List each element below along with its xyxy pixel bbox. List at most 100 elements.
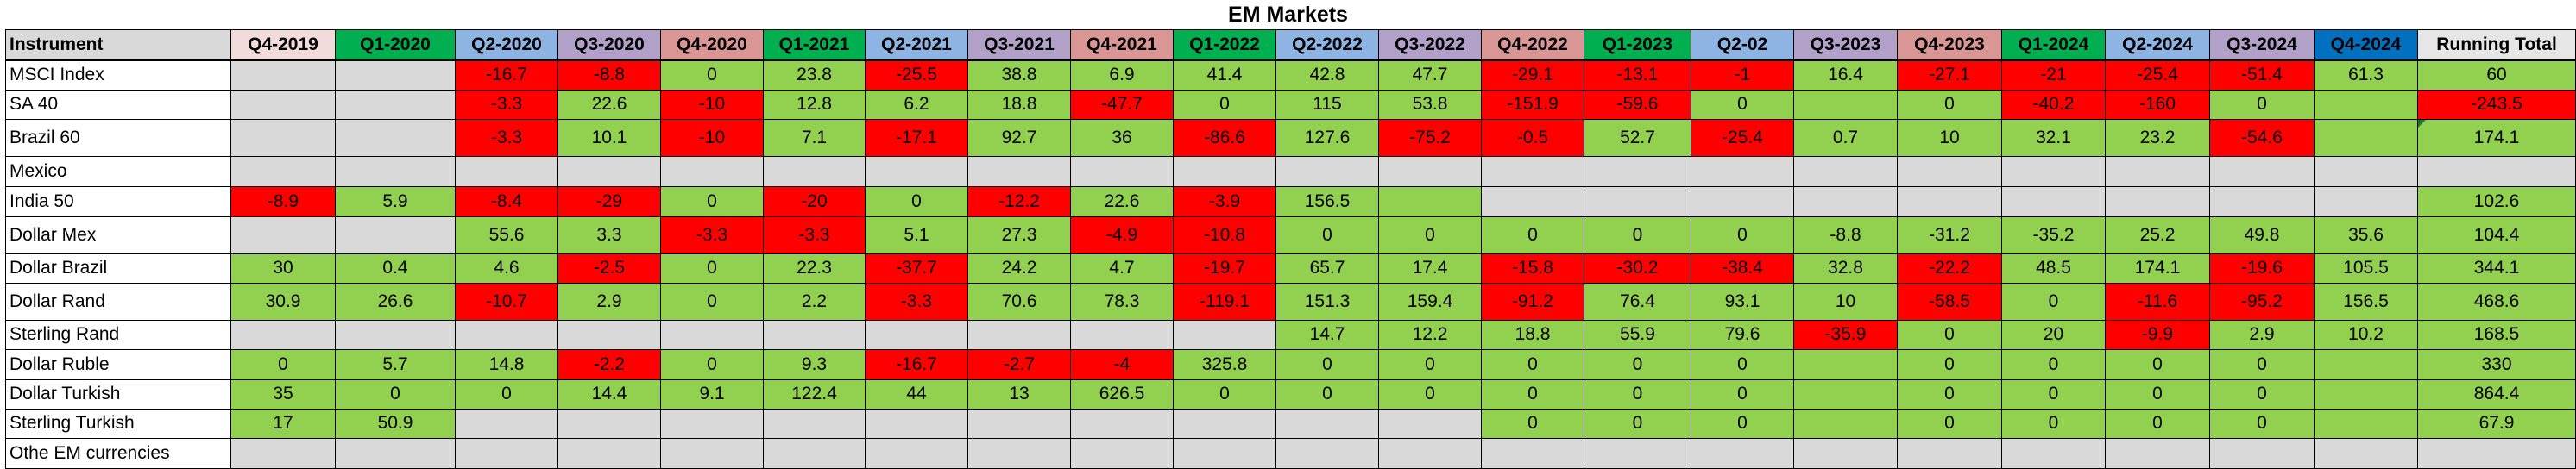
value-cell[interactable]: 92.7 (967, 118, 1071, 157)
value-cell[interactable] (230, 118, 336, 157)
value-cell[interactable]: -51.4 (2209, 59, 2315, 91)
value-cell[interactable]: 4.7 (1070, 253, 1174, 284)
running-total-cell[interactable]: 67.9 (2417, 408, 2576, 439)
value-cell[interactable] (1378, 437, 1482, 469)
value-cell[interactable] (1584, 437, 1691, 469)
instrument-cell[interactable]: Brazil 60 (5, 118, 231, 157)
value-cell[interactable]: 6.9 (1070, 59, 1174, 91)
value-cell[interactable] (1070, 408, 1174, 439)
value-cell[interactable]: -13.1 (1584, 59, 1691, 91)
value-cell[interactable]: 36 (1070, 118, 1174, 157)
value-cell[interactable]: -21 (2001, 59, 2106, 91)
value-cell[interactable] (1793, 378, 1898, 410)
value-cell[interactable] (967, 319, 1071, 350)
instrument-cell[interactable]: Dollar Brazil (5, 253, 231, 284)
value-cell[interactable]: -10.7 (455, 282, 558, 321)
value-cell[interactable]: 4.6 (455, 253, 558, 284)
instrument-cell[interactable]: Sterling Turkish (5, 408, 231, 439)
value-cell[interactable] (660, 319, 764, 350)
value-cell[interactable]: 0 (230, 348, 336, 380)
value-cell[interactable]: 2.9 (557, 282, 661, 321)
value-cell[interactable] (230, 59, 336, 91)
value-cell[interactable] (230, 216, 336, 254)
value-cell[interactable]: 5.1 (865, 216, 968, 254)
value-cell[interactable]: 53.8 (1378, 89, 1482, 120)
column-header-q4-2024[interactable]: Q4-2024 (2314, 29, 2418, 61)
value-cell[interactable]: 0 (660, 348, 764, 380)
value-cell[interactable]: -3.9 (1173, 185, 1276, 217)
value-cell[interactable]: 0 (1897, 319, 2002, 350)
value-cell[interactable] (2314, 185, 2418, 217)
column-header-q1-2020[interactable]: Q1-2020 (335, 29, 456, 61)
running-total-cell[interactable]: 174.1 (2417, 118, 2576, 157)
value-cell[interactable]: 0 (660, 185, 764, 217)
value-cell[interactable]: 0 (2105, 348, 2210, 380)
value-cell[interactable]: 174.1 (2105, 253, 2210, 284)
value-cell[interactable]: 0 (660, 253, 764, 284)
value-cell[interactable] (660, 437, 764, 469)
value-cell[interactable] (455, 437, 558, 469)
value-cell[interactable] (2209, 185, 2315, 217)
value-cell[interactable]: -2.5 (557, 253, 661, 284)
value-cell[interactable]: 0 (1378, 378, 1482, 410)
value-cell[interactable]: 44 (865, 378, 968, 410)
value-cell[interactable]: 50.9 (335, 408, 456, 439)
value-cell[interactable]: 105.5 (2314, 253, 2418, 284)
running-total-cell[interactable]: -243.5 (2417, 89, 2576, 120)
running-total-cell[interactable]: 104.4 (2417, 216, 2576, 254)
value-cell[interactable]: 16.4 (1793, 59, 1898, 91)
value-cell[interactable]: 48.5 (2001, 253, 2106, 284)
column-header-q1-2024[interactable]: Q1-2024 (2001, 29, 2106, 61)
value-cell[interactable] (2001, 185, 2106, 217)
value-cell[interactable]: -17.1 (865, 118, 968, 157)
value-cell[interactable] (1793, 437, 1898, 469)
value-cell[interactable]: 10.2 (2314, 319, 2418, 350)
value-cell[interactable]: 14.4 (557, 378, 661, 410)
value-cell[interactable]: 151.3 (1275, 282, 1379, 321)
value-cell[interactable] (2314, 155, 2418, 187)
value-cell[interactable] (1691, 155, 1794, 187)
value-cell[interactable]: 0 (2001, 408, 2106, 439)
value-cell[interactable]: -25.5 (865, 59, 968, 91)
value-cell[interactable]: -11.6 (2105, 282, 2210, 321)
value-cell[interactable]: -95.2 (2209, 282, 2315, 321)
value-cell[interactable] (2001, 155, 2106, 187)
value-cell[interactable] (763, 319, 866, 350)
value-cell[interactable]: 42.8 (1275, 59, 1379, 91)
value-cell[interactable]: 23.2 (2105, 118, 2210, 157)
value-cell[interactable]: 325.8 (1173, 348, 1276, 380)
value-cell[interactable]: 30 (230, 253, 336, 284)
value-cell[interactable]: 5.9 (335, 185, 456, 217)
value-cell[interactable]: 17 (230, 408, 336, 439)
value-cell[interactable]: 626.5 (1070, 378, 1174, 410)
value-cell[interactable]: -3.3 (865, 282, 968, 321)
value-cell[interactable]: -2.7 (967, 348, 1071, 380)
value-cell[interactable]: 22.3 (763, 253, 866, 284)
column-header-running-total[interactable]: Running Total (2417, 29, 2576, 61)
value-cell[interactable]: 0 (2209, 348, 2315, 380)
value-cell[interactable] (763, 155, 866, 187)
value-cell[interactable]: 0 (1481, 216, 1584, 254)
value-cell[interactable]: 0 (1481, 378, 1584, 410)
value-cell[interactable]: 38.8 (967, 59, 1071, 91)
value-cell[interactable]: 0 (335, 378, 456, 410)
value-cell[interactable] (1275, 408, 1379, 439)
value-cell[interactable]: 35.6 (2314, 216, 2418, 254)
value-cell[interactable] (1793, 185, 1898, 217)
column-header-q3-2022[interactable]: Q3-2022 (1378, 29, 1482, 61)
value-cell[interactable]: -59.6 (1584, 89, 1691, 120)
value-cell[interactable]: 0.7 (1793, 118, 1898, 157)
value-cell[interactable] (2314, 408, 2418, 439)
value-cell[interactable]: 14.7 (1275, 319, 1379, 350)
value-cell[interactable]: 23.8 (763, 59, 866, 91)
running-total-cell[interactable]: 168.5 (2417, 319, 2576, 350)
value-cell[interactable]: 0 (1691, 348, 1794, 380)
column-header-q4-2023[interactable]: Q4-2023 (1897, 29, 2002, 61)
value-cell[interactable]: 32.1 (2001, 118, 2106, 157)
value-cell[interactable] (230, 437, 336, 469)
value-cell[interactable]: -75.2 (1378, 118, 1482, 157)
value-cell[interactable]: -3.3 (660, 216, 764, 254)
value-cell[interactable]: 0 (865, 185, 968, 217)
value-cell[interactable] (335, 89, 456, 120)
value-cell[interactable] (967, 155, 1071, 187)
